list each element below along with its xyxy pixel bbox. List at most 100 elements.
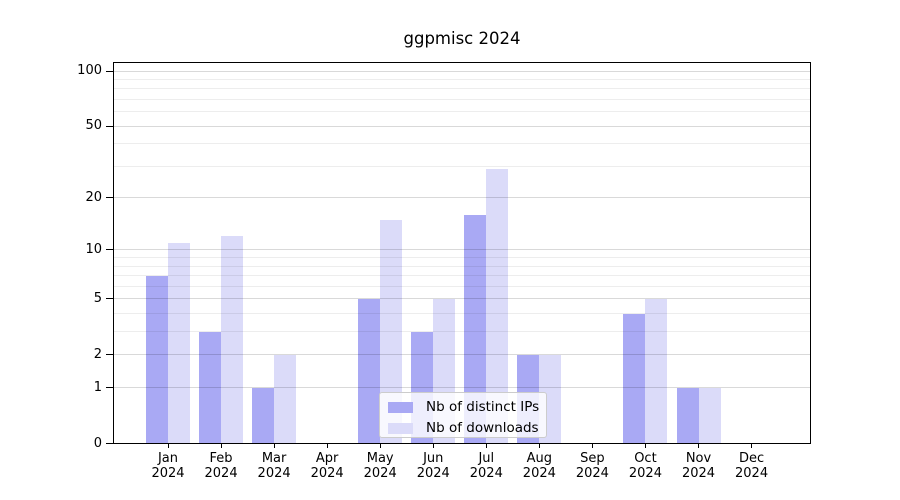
x-tick-mark [273,444,275,448]
legend-item-distinct-ips: Nb of distinct IPs [388,398,546,416]
legend: Nb of distinct IPs Nb of downloads [379,392,547,438]
gridline-minor [114,275,810,277]
y-tick-mark [106,298,113,300]
x-tick-label-nov: Nov 2024 [667,451,731,481]
x-tick-year: 2024 [522,466,556,481]
x-tick-mark [485,444,487,448]
x-tick-label-jun: Jun 2024 [401,451,465,481]
x-tick-year: 2024 [151,466,185,481]
x-tick-mark [220,444,222,448]
gridline-minor [114,285,810,287]
y-tick-label-5: 5 [93,290,102,306]
bar-nb-of-distinct-ips-feb [199,331,222,444]
x-tick-month: Sep [580,451,605,466]
plot-area: Nb of distinct IPs Nb of downloads [113,62,811,444]
bar-nb-of-downloads-feb [221,236,244,444]
x-tick-month: Jan [157,451,179,466]
gridline-minor [114,165,810,167]
legend-label-distinct-ips: Nb of distinct IPs [426,399,540,415]
x-tick-label-dec: Dec 2024 [720,451,784,481]
gridline-minor [114,331,810,333]
x-tick-year: 2024 [469,466,503,481]
y-tick-mark [106,197,113,199]
x-tick-month: Apr [315,451,339,466]
x-tick-year: 2024 [257,466,291,481]
x-tick-label-jul: Jul 2024 [454,451,518,481]
bar-nb-of-distinct-ips-jan [146,275,168,444]
x-tick-year: 2024 [575,466,609,481]
x-tick-mark [751,444,753,448]
y-tick-mark [106,70,113,72]
gridline-minor [114,88,810,90]
legend-label-downloads: Nb of downloads [426,420,539,436]
x-tick-mark [698,444,699,448]
bar-nb-of-downloads-nov [698,387,721,444]
x-tick-label-jan: Jan 2024 [136,451,200,481]
y-tick-label-20: 20 [85,189,102,205]
y-tick-label-2: 2 [93,346,102,362]
bar-nb-of-distinct-ips-nov [676,387,699,444]
y-tick-label-1: 1 [93,379,102,395]
gridline-major [114,249,810,251]
x-tick-month: Nov [685,451,712,466]
gridline-minor [114,111,810,113]
gridline-minor [114,143,810,145]
x-tick-mark [644,444,646,448]
bar-nb-of-distinct-ips-oct [623,313,646,444]
gridline-major [114,125,810,127]
y-tick-label-10: 10 [85,241,102,257]
gridline-major [114,298,810,300]
x-tick-year: 2024 [204,466,238,481]
x-tick-month: Feb [209,451,233,466]
x-tick-mark [591,444,593,448]
grid-layer [114,63,810,443]
x-tick-year: 2024 [628,466,662,481]
bar-nb-of-distinct-ips-may [358,298,381,444]
gridline-minor [114,257,810,259]
x-tick-label-feb: Feb 2024 [189,451,253,481]
x-tick-label-oct: Oct 2024 [613,451,677,481]
x-tick-month: Jun [423,451,444,466]
x-tick-month: Dec [738,451,765,466]
legend-item-downloads: Nb of downloads [388,419,546,437]
x-tick-year: 2024 [735,466,769,481]
gridline-minor [114,313,810,315]
y-tick-label-50: 50 [85,118,102,134]
bar-nb-of-downloads-may [380,219,403,444]
y-tick-mark [106,354,113,356]
gridline-major [114,70,810,72]
y-tick-label-0: 0 [93,435,102,451]
y-tick-mark [106,125,113,127]
x-tick-month: May [366,451,394,466]
bar-nb-of-downloads-oct [645,298,668,444]
x-tick-mark [167,444,169,448]
y-tick-label-100: 100 [77,63,102,78]
bar-nb-of-downloads-jul [486,168,509,444]
gridline-minor [114,78,810,80]
y-tick-mark [106,249,113,251]
legend-swatch-downloads [388,422,413,434]
x-tick-year: 2024 [363,466,397,481]
bar-nb-of-distinct-ips-mar [252,387,275,444]
gridline-minor [114,265,810,267]
gridline-major [114,197,810,199]
x-tick-year: 2024 [416,466,450,481]
x-tick-label-apr: Apr 2024 [295,451,359,481]
x-tick-month: Mar [261,451,287,466]
legend-swatch-distinct-ips [388,401,413,413]
bar-nb-of-downloads-jan [168,242,190,444]
x-tick-label-mar: Mar 2024 [242,451,306,481]
x-tick-mark [379,444,381,448]
gridline-major [114,387,810,389]
y-tick-mark [106,387,113,389]
bar-nb-of-distinct-ips-jul [464,214,487,444]
x-tick-year: 2024 [681,466,716,481]
gridline-minor [114,98,810,100]
x-tick-mark [326,444,328,448]
x-tick-month: Oct [634,451,657,466]
x-tick-year: 2024 [310,466,344,481]
x-tick-label-may: May 2024 [348,451,412,481]
x-tick-label-sep: Sep 2024 [560,451,624,481]
x-tick-mark [538,444,540,448]
